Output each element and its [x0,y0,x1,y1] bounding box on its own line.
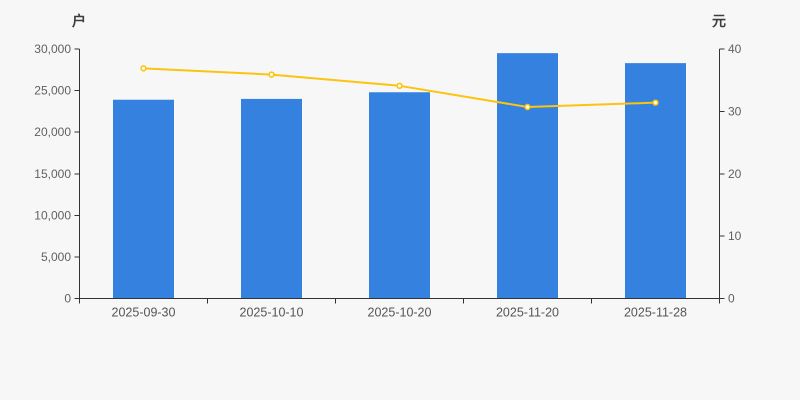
axis-tick-label: 10,000 [34,208,71,222]
line-series [140,65,659,111]
bar [497,53,558,299]
axis-tick-label: 25,000 [34,84,71,98]
axis-tick-label: 15,000 [34,167,71,181]
x-axis-label: 2025-09-30 [112,306,176,320]
line-marker [140,65,147,72]
bar [369,92,430,298]
x-axis-label: 2025-10-10 [240,306,304,320]
axis-tick-label: 20,000 [34,125,71,139]
x-axis-label: 2025-10-20 [368,306,432,320]
left-axis-title: 户 [72,13,86,29]
axis-tick-label: 20 [728,167,742,181]
axis-tick-label: 10 [728,229,742,243]
axis-tick-label: 40 [728,42,742,56]
bar [241,98,302,299]
axis-tick-label: 0 [728,292,735,306]
bar [625,63,686,298]
line-marker [652,99,659,106]
axis-tick-label: 5,000 [41,250,71,264]
axis-tick-label: 30,000 [34,42,71,56]
x-axis-label: 2025-11-28 [624,306,687,320]
axis-tick-label: 0 [64,292,71,306]
x-axis: 2025-09-30 2025-10-10 2025-10-20 2025-11-20… [79,298,720,320]
y-axis-right: 0 10 20 30 40 [719,42,742,306]
right-axis-title: 元 [712,13,726,29]
bar [113,99,174,299]
line-marker [396,82,403,90]
line-marker [268,71,275,78]
line-marker [524,103,531,111]
bar-series [113,53,686,299]
x-axis-label: 2025-11-20 [496,306,559,320]
axis-tick-label: 30 [728,104,742,118]
y-axis-left: 0 5,000 10,000 15,000 20,000 25,000 30,000 [34,42,80,306]
